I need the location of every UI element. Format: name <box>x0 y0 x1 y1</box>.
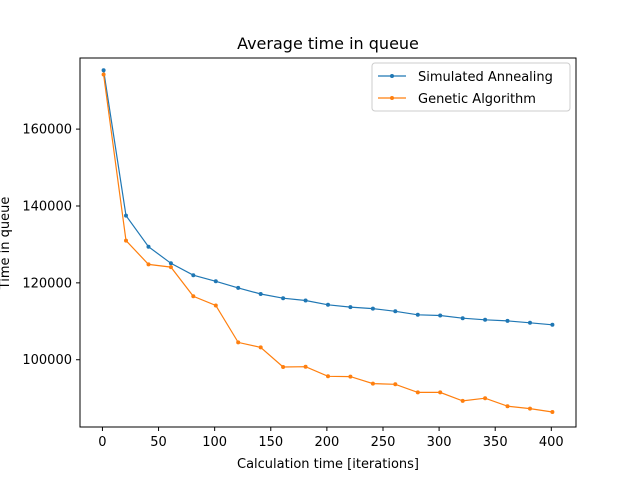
series-line-1 <box>103 74 553 413</box>
data-point <box>101 72 106 77</box>
axes: 0 50 100 150 200 250 300 350 400 100000 120000 1400… <box>22 57 577 450</box>
data-point <box>191 294 196 299</box>
data-point <box>415 390 420 395</box>
data-point <box>146 244 151 249</box>
data-point <box>326 302 330 307</box>
data-point <box>258 292 263 296</box>
x-tick-label: 300 <box>427 435 452 450</box>
data-point <box>438 313 443 318</box>
y-tick-label: 100000 <box>22 353 72 368</box>
data-point <box>505 318 510 323</box>
x-tick-label: 0 <box>98 435 106 450</box>
x-axis-label: Calculation time [iterations] <box>237 457 419 472</box>
x-tick-label: 150 <box>258 435 283 450</box>
data-point <box>393 382 398 387</box>
data-point <box>281 296 286 301</box>
data-point <box>101 68 106 73</box>
y-axis-label: Time in queue <box>0 197 13 291</box>
data-point <box>483 317 488 322</box>
data-point <box>393 309 398 314</box>
data-point <box>168 261 173 266</box>
data-point <box>550 322 555 327</box>
data-point <box>370 306 375 311</box>
data-point <box>326 374 330 379</box>
x-tick-label: 100 <box>202 435 227 450</box>
axes-frame <box>79 57 577 428</box>
data-point <box>303 298 308 303</box>
data-point <box>236 285 241 290</box>
data-point <box>303 364 308 369</box>
data-point <box>528 320 532 325</box>
legend: Simulated Annealing Genetic Algorithm <box>371 62 571 112</box>
x-tick-label: 50 <box>150 435 167 450</box>
legend-label: Genetic Algorithm <box>418 92 536 107</box>
data-point <box>348 305 353 310</box>
data-point <box>168 265 173 270</box>
data-point <box>460 316 465 321</box>
data-point <box>528 406 532 411</box>
legend-label: Simulated Annealing <box>418 70 553 85</box>
chart-title: Average time in queue <box>237 34 419 53</box>
legend-box <box>371 62 571 112</box>
data-point <box>236 340 241 345</box>
data-point <box>348 374 353 379</box>
legend-marker <box>390 96 394 100</box>
data-point <box>258 345 263 350</box>
data-point <box>550 410 555 414</box>
data-point <box>370 381 375 386</box>
x-tick-label: 350 <box>483 435 508 450</box>
data-point <box>213 279 218 284</box>
x-tick-label: 400 <box>539 435 564 450</box>
data-point <box>281 365 286 369</box>
data-point <box>505 404 510 409</box>
data-point <box>438 390 443 395</box>
data-point <box>213 303 218 308</box>
y-tick-label: 160000 <box>22 123 72 138</box>
data-point <box>124 213 128 218</box>
y-tick-label: 140000 <box>22 199 72 214</box>
x-tick-label: 200 <box>314 435 339 450</box>
data-point <box>415 312 420 317</box>
data-point <box>146 262 151 267</box>
plot-area <box>101 68 555 414</box>
legend-marker <box>390 74 394 78</box>
x-tick-label: 250 <box>371 435 396 450</box>
data-point <box>483 396 488 401</box>
y-tick-label: 120000 <box>22 276 72 291</box>
data-point <box>191 273 196 278</box>
data-point <box>124 238 128 243</box>
data-point <box>460 398 465 403</box>
